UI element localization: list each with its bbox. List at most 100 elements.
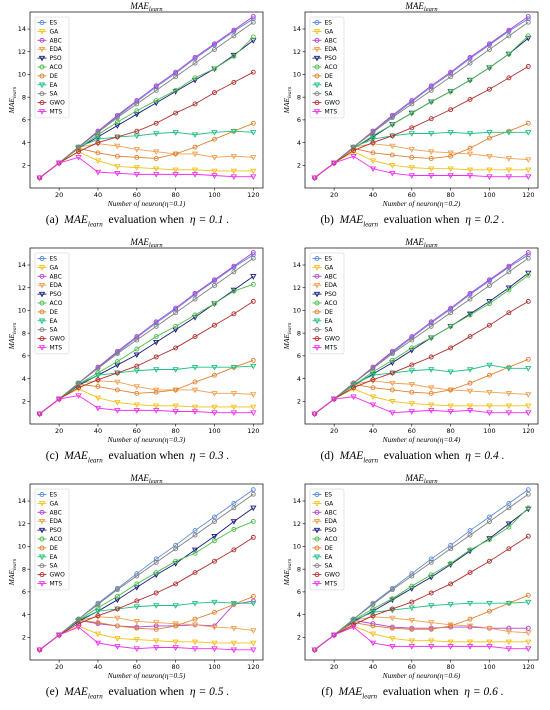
legend-label: DE [50, 73, 59, 80]
data-point [250, 19, 256, 25]
data-point [350, 153, 357, 160]
data-point [212, 283, 217, 288]
legend-entry: MTS [37, 581, 62, 588]
series-line [39, 143, 254, 179]
data-point [506, 505, 512, 511]
data-point [370, 129, 376, 135]
series-line [39, 536, 254, 651]
x-tick-label: 120 [247, 191, 259, 199]
data-point [134, 108, 140, 114]
data-point [467, 77, 473, 83]
data-point [192, 334, 198, 340]
data-point [230, 410, 238, 416]
data-point [466, 388, 474, 395]
data-point [133, 637, 140, 643]
legend-label: EA [50, 82, 59, 89]
data-point [250, 174, 257, 180]
data-point [212, 538, 217, 544]
data-point [467, 145, 473, 151]
legend-label: DE [50, 545, 59, 552]
data-point [467, 616, 473, 622]
legend-entry: ES [312, 20, 332, 27]
legend-marker [38, 345, 46, 351]
data-point [389, 596, 395, 602]
caption-a: (a) MAElearn evaluation when η = 0.1 . [45, 214, 230, 229]
data-point [76, 144, 81, 150]
data-point [192, 54, 198, 60]
legend-marker [314, 336, 320, 342]
series-pso [36, 38, 257, 182]
data-point [212, 519, 217, 524]
data-point [173, 74, 179, 80]
series-line [314, 493, 529, 651]
data-point [466, 408, 474, 414]
data-point [153, 623, 159, 629]
legend-label: PSO [325, 55, 337, 62]
legend-marker [314, 20, 320, 25]
legend-label: SA [50, 563, 59, 570]
panel-b: MAElearn 20 40 60 80 100 120 2 4 6 8 10 12 14 Number o… [275, 0, 550, 236]
data-point [192, 312, 198, 318]
x-tick-label: 100 [483, 191, 495, 199]
data-point [408, 382, 415, 388]
y-tick-label: 6 [297, 352, 301, 360]
series-line [39, 365, 254, 415]
legend-label: GA [325, 500, 335, 507]
x-tick-label: 120 [522, 191, 534, 199]
data-point [351, 616, 356, 622]
legend-marker [39, 327, 45, 333]
data-point [192, 550, 198, 556]
legend-entry: PSO [312, 55, 337, 62]
series-line [314, 257, 529, 415]
legend-marker [314, 327, 320, 333]
data-point [505, 521, 513, 528]
data-point [211, 364, 218, 371]
data-point [153, 354, 159, 360]
y-tick-label: 2 [22, 161, 26, 169]
y-axis-label: MAElearn [282, 322, 293, 350]
chart-c: MAElearn 20 40 60 80 100 120 2 4 6 8 10 12 14 Number o… [7, 237, 264, 444]
data-point [447, 130, 454, 136]
data-point [448, 153, 454, 159]
data-point [211, 599, 218, 606]
data-point [250, 404, 257, 411]
data-point [448, 542, 454, 548]
series-line [314, 300, 529, 415]
legend-marker [39, 73, 45, 79]
legend-entry: GA [37, 500, 59, 507]
data-point [153, 408, 160, 414]
data-point [114, 119, 120, 125]
legend-entry: ES [312, 492, 332, 499]
data-point [505, 646, 513, 652]
series-sa [312, 255, 531, 417]
data-point [212, 136, 217, 142]
y-tick-label: 4 [297, 375, 301, 383]
legend-marker [39, 100, 45, 106]
x-tick-label: 80 [446, 191, 454, 199]
series-aco [37, 519, 256, 653]
data-point [369, 402, 377, 409]
legend-entry: EA [312, 554, 333, 561]
data-point [506, 287, 512, 293]
data-point [370, 613, 376, 619]
data-point [173, 69, 179, 75]
series-line [39, 601, 254, 651]
legend-marker [38, 82, 46, 89]
data-point [173, 110, 179, 116]
data-point [172, 367, 179, 373]
data-point [467, 528, 473, 534]
data-point [447, 602, 454, 608]
legend-label: DE [50, 309, 59, 316]
panel-c: MAElearn 20 40 60 80 100 120 2 4 6 8 10 12 14 Number o… [0, 236, 275, 472]
legend-marker [39, 509, 45, 515]
data-point [467, 60, 473, 66]
y-tick-label: 2 [22, 633, 26, 641]
data-point [231, 505, 237, 511]
data-point [211, 168, 218, 175]
x-axis-label: Number of neuron(η=0.3) [107, 435, 186, 444]
caption-c: (c) MAElearn evaluation when η = 0.3 . [45, 450, 230, 465]
panel-f: MAElearn 20 40 60 80 100 120 2 4 6 8 10 12 14 Number o… [275, 472, 550, 708]
data-point [525, 272, 531, 278]
